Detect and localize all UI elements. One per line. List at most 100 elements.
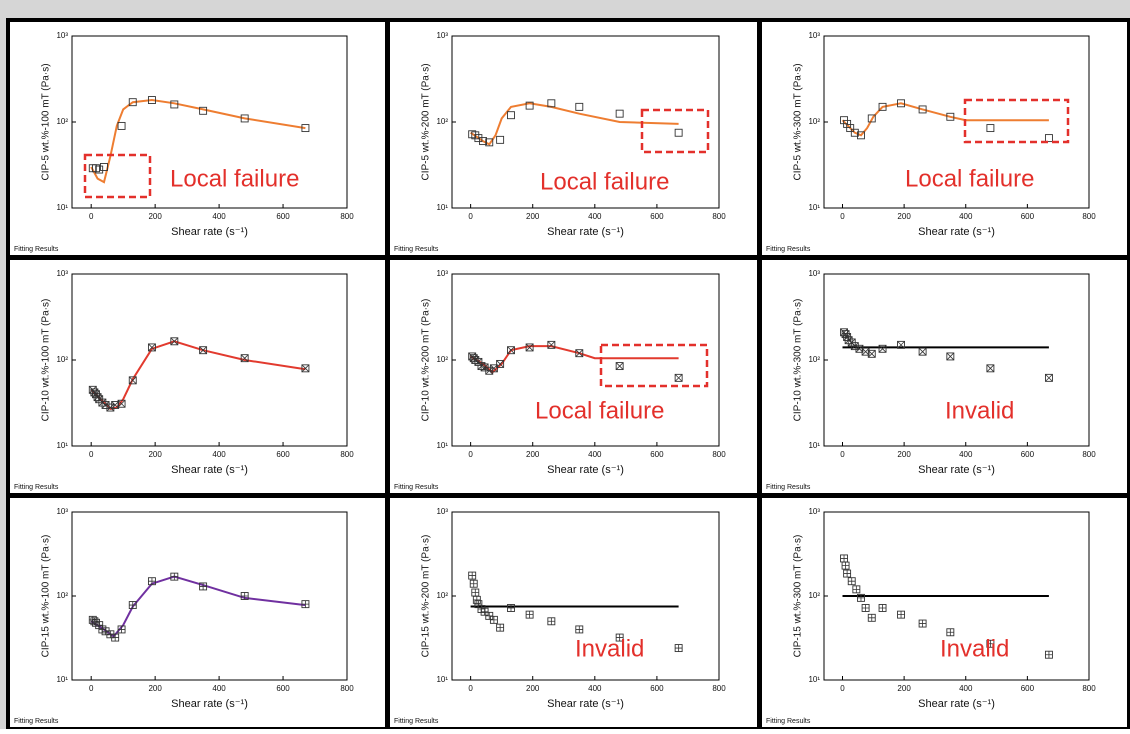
data-point: [861, 604, 870, 612]
data-point: [128, 98, 137, 107]
data-point: [485, 366, 494, 375]
marker-plus: [1045, 651, 1053, 659]
x-axis-label: Shear rate (s⁻¹): [171, 698, 248, 710]
marker-plus: [118, 625, 126, 633]
marker-plus: [507, 604, 515, 612]
y-axis-label: CIP-10 wt.%-100 mT (Pa·s): [41, 299, 52, 422]
x-tick-label: 800: [712, 212, 726, 221]
data-point: [850, 128, 859, 137]
marker-box: [867, 114, 876, 123]
marker-plus: [102, 627, 110, 635]
data-point: [301, 364, 310, 373]
panel-bg: [10, 22, 385, 255]
annotation: Local failure: [905, 165, 1034, 192]
marker-plus: [868, 614, 876, 622]
marker-box: [897, 340, 905, 349]
data-point: [468, 571, 477, 580]
data-point: [674, 644, 683, 653]
data-point: [946, 628, 955, 637]
data-point: [170, 337, 179, 346]
x-tick-label: 200: [897, 684, 911, 693]
data-point: [918, 347, 927, 356]
data-point: [117, 625, 126, 634]
panel: 0 200 400 600 800 10¹ 10² 10³ Shear rate (s⁻¹) CI…: [390, 498, 757, 727]
marker-cross: [878, 345, 887, 353]
highlight-box: [640, 108, 710, 154]
footer: Fitting Results: [766, 246, 811, 253]
marker-box: [918, 105, 927, 114]
marker-cross: [946, 352, 955, 361]
panel: 0 200 400 600 800 10¹ 10² 10³ Shear rate (s⁻¹) CI…: [762, 498, 1127, 727]
panel: 0 200 400 600 800 10¹ 10² 10³ Shear rate (s⁻¹) CI…: [10, 22, 385, 255]
x-tick-label: 0: [89, 684, 94, 693]
marker-plus: [675, 644, 683, 652]
data-point: [547, 617, 556, 626]
y-axis-label: CIP-15 wt.%-300 mT (Pa·s): [793, 535, 804, 658]
y-tick-label: 10³: [808, 31, 820, 40]
data-point: [1044, 134, 1053, 143]
x-tick-label: 200: [526, 212, 540, 221]
data-point: [469, 579, 478, 588]
x-tick-label: 600: [650, 450, 664, 459]
marker-plus: [852, 585, 860, 593]
data-point: [147, 343, 156, 352]
marker-cross: [496, 360, 504, 368]
x-tick-label: 600: [1021, 684, 1035, 693]
footer: Fitting Results: [766, 484, 811, 491]
data-point: [897, 99, 905, 108]
footer: Fitting Results: [394, 718, 439, 725]
y-tick-label: 10³: [56, 31, 68, 40]
y-axis-label: CIP-10 wt.%-300 mT (Pa·s): [793, 299, 804, 422]
x-tick-label: 800: [1082, 212, 1096, 221]
marker-plus: [129, 601, 137, 609]
data-point: [1044, 650, 1053, 659]
x-tick-label: 0: [840, 212, 845, 221]
marker-plus: [616, 634, 624, 642]
x-tick-label: 600: [650, 684, 664, 693]
marker-box: [489, 364, 498, 373]
data-point: [1044, 373, 1053, 382]
y-tick-label: 10²: [808, 117, 820, 126]
panel: 0 200 400 600 800 10¹ 10² 10³ Shear rate (s⁻¹) CI…: [390, 22, 757, 255]
marker-plus: [470, 580, 478, 588]
x-tick-label: 600: [1021, 212, 1035, 221]
data-point: [489, 615, 498, 624]
marker-plus: [170, 573, 178, 581]
data-point: [101, 401, 110, 409]
x-tick-label: 800: [340, 212, 354, 221]
y-tick-label: 10²: [436, 117, 448, 126]
y-tick-label: 10¹: [808, 441, 820, 450]
marker-plus: [843, 570, 851, 578]
panel: 0 200 400 600 800 10¹ 10² 10³ Shear rate (s⁻¹) CI…: [762, 22, 1127, 255]
x-axis-label: Shear rate (s⁻¹): [918, 226, 995, 238]
marker-box: [857, 131, 865, 140]
marker-plus: [526, 611, 534, 619]
marker-box: [1044, 134, 1053, 143]
panel: 0 200 400 600 800 10¹ 10² 10³ Shear rate (s⁻¹) CI…: [10, 498, 385, 727]
x-tick-label: 200: [148, 212, 162, 221]
highlight-box: [83, 153, 152, 199]
marker-box: [147, 96, 156, 104]
marker-box: [507, 111, 515, 120]
data-point: [128, 601, 137, 610]
fit-line: [470, 102, 679, 146]
marker-cross: [301, 364, 310, 373]
data-point: [897, 610, 905, 619]
panel-bg: [762, 260, 1127, 493]
data-point: [485, 138, 494, 147]
x-tick-label: 0: [468, 450, 473, 459]
data-point: [674, 373, 683, 382]
data-point: [301, 124, 310, 133]
x-tick-label: 600: [276, 212, 290, 221]
x-tick-label: 400: [588, 684, 602, 693]
data-point: [852, 585, 861, 594]
marker-cross: [117, 399, 126, 408]
marker-box: [117, 399, 126, 408]
marker-plus: [471, 589, 479, 597]
x-tick-label: 800: [712, 450, 726, 459]
marker-box: [986, 364, 995, 373]
x-tick-label: 400: [212, 684, 226, 693]
data-point: [95, 165, 104, 174]
fit-line: [90, 98, 306, 184]
